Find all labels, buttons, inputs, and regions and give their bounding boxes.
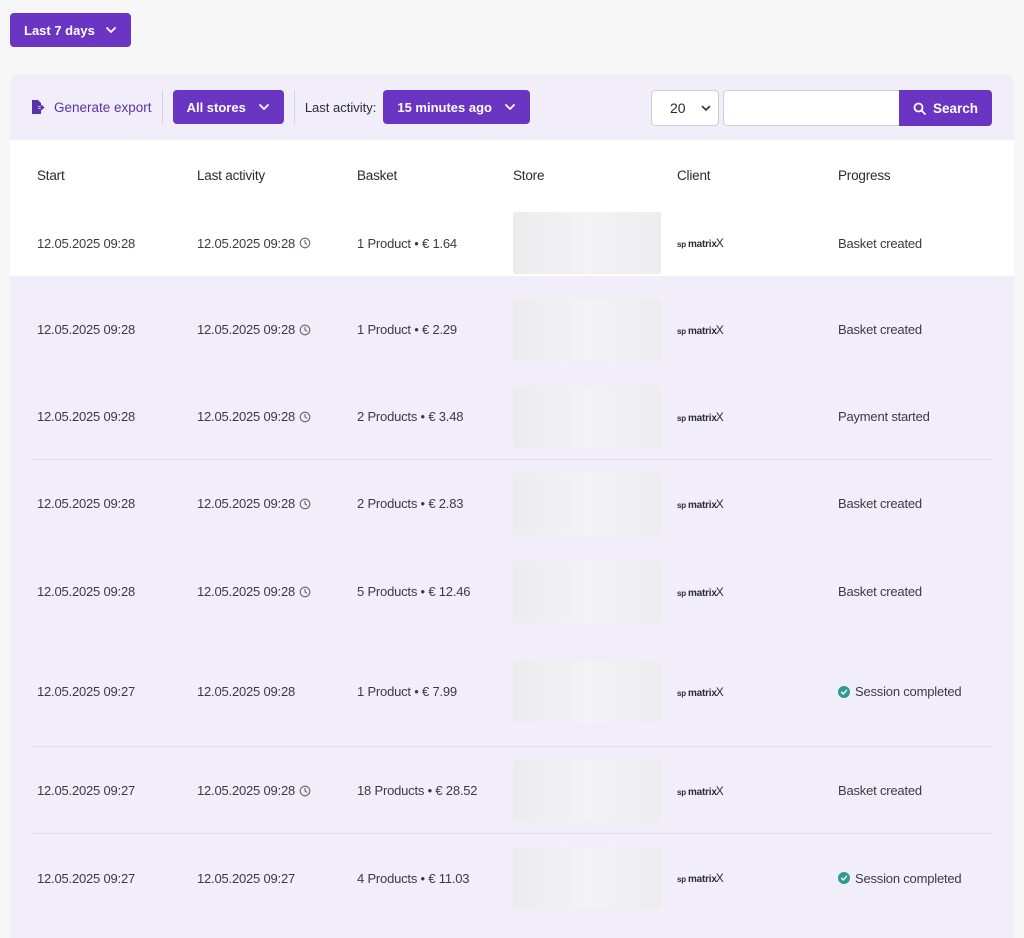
search-input[interactable]: [722, 90, 899, 126]
client-logo: sp matrix X: [677, 409, 724, 424]
client-logo: sp matrix X: [677, 684, 724, 699]
clock-icon: [299, 785, 311, 796]
generate-export-label: Generate export: [54, 99, 152, 115]
start-time: 12.05.2025 09:28: [37, 409, 136, 424]
clock-icon: [299, 411, 311, 422]
page-size-select[interactable]: 20: [650, 90, 719, 126]
table-row[interactable]: 12.05.2025 09:28 12.05.2025 09:28 5 Produc…: [10, 547, 1014, 636]
store-thumbnail: [513, 847, 661, 909]
basket-summary: 1 Product • € 2.29: [357, 322, 457, 337]
table-row[interactable]: 12.05.2025 09:27 12.05.2025 09:27 4 Produc…: [10, 834, 1014, 922]
progress-status: Basket created: [838, 322, 922, 337]
row-divider: [32, 746, 992, 747]
column-header-last-activity[interactable]: Last activity: [197, 167, 265, 183]
column-header-progress[interactable]: Progress: [838, 167, 891, 183]
client-logo: sp matrix X: [677, 496, 724, 511]
table-row[interactable]: 12.05.2025 09:27 12.05.2025 09:28 18 Produ…: [10, 747, 1014, 834]
basket-summary: 5 Products • € 12.46: [357, 584, 471, 599]
basket-summary: 1 Product • € 7.99: [357, 684, 457, 699]
table-row[interactable]: 12.05.2025 09:28 12.05.2025 09:28 2 Produc…: [10, 373, 1014, 460]
store-thumbnail: [513, 298, 661, 361]
basket-summary: 2 Products • € 3.48: [357, 409, 464, 424]
basket-summary: 1 Product • € 1.64: [357, 235, 457, 251]
progress-status: Session completed: [855, 870, 962, 886]
basket-summary: 4 Products • € 11.03: [357, 870, 470, 886]
client-logo: sp matrix X: [677, 871, 724, 885]
table-row[interactable]: 12.05.2025 09:27 12.05.2025 09:28 1 Produc…: [10, 636, 1014, 747]
row-divider: [32, 459, 992, 460]
client-logo: sp matrix X: [677, 322, 724, 337]
chevron-down-icon: [505, 104, 515, 110]
chevron-down-icon: [105, 27, 116, 33]
store-thumbnail: [513, 759, 661, 822]
clock-icon: [299, 237, 311, 249]
start-time: 12.05.2025 09:27: [37, 870, 136, 886]
start-time: 12.05.2025 09:28: [37, 496, 136, 511]
store-thumbnail: [513, 560, 661, 623]
start-time: 12.05.2025 09:27: [37, 783, 136, 798]
toolbar-divider: [293, 90, 295, 124]
table-header: Start Last activity Basket Store Client …: [10, 140, 1014, 210]
stores-dropdown-label: All stores: [186, 99, 246, 115]
chevron-down-icon: [258, 104, 269, 110]
column-header-client[interactable]: Client: [677, 167, 711, 183]
basket-summary: 18 Products • € 28.52: [357, 783, 478, 798]
search-icon: [913, 102, 926, 115]
progress-status: Basket created: [838, 235, 922, 251]
stores-dropdown-button[interactable]: All stores: [172, 90, 284, 124]
last-activity-dropdown-label: 15 minutes ago: [397, 99, 492, 115]
last-activity-time: 12.05.2025 09:28: [197, 783, 296, 798]
export-file-icon: [32, 100, 45, 114]
last-activity-time: 12.05.2025 09:28: [197, 322, 296, 337]
store-thumbnail: [513, 472, 661, 535]
chevron-down-icon: [701, 105, 711, 111]
progress-status: Payment started: [838, 409, 930, 424]
page-size-value: 20: [669, 100, 686, 116]
last-activity-time: 12.05.2025 09:28: [197, 496, 296, 511]
check-circle-icon: [838, 872, 850, 884]
check-circle-icon: [838, 685, 850, 698]
client-logo: sp matrix X: [677, 783, 724, 798]
search-button-label: Search: [932, 100, 978, 116]
search-tools: 20 Search: [650, 90, 992, 126]
store-thumbnail: [513, 212, 661, 274]
start-time: 12.05.2025 09:27: [37, 684, 136, 699]
table-row[interactable]: 12.05.2025 09:28 12.05.2025 09:28 1 Produc…: [10, 210, 1014, 276]
store-thumbnail: [513, 660, 661, 723]
column-header-basket[interactable]: Basket: [357, 167, 398, 183]
column-header-start[interactable]: Start: [37, 167, 65, 183]
progress-status: Basket created: [838, 584, 922, 599]
table-row[interactable]: 12.05.2025 09:28 12.05.2025 09:28 2 Produc…: [10, 460, 1014, 547]
generate-export-button[interactable]: Generate export: [30, 99, 152, 115]
last-activity-time: 12.05.2025 09:28: [197, 684, 296, 699]
last-activity-dropdown-button[interactable]: 15 minutes ago: [383, 90, 530, 124]
sessions-panel: Generate export All stores Last activity…: [10, 74, 1014, 938]
last-activity-time: 12.05.2025 09:27: [197, 870, 296, 886]
toolbar: Generate export All stores Last activity…: [10, 74, 1014, 140]
last-activity-time: 12.05.2025 09:28: [197, 235, 296, 251]
column-header-store[interactable]: Store: [513, 167, 545, 183]
clock-icon: [299, 586, 311, 597]
start-time: 12.05.2025 09:28: [37, 584, 136, 599]
last-activity-label: Last activity:: [304, 99, 377, 115]
period-dropdown-label: Last 7 days: [24, 22, 95, 38]
table-row[interactable]: 12.05.2025 09:28 12.05.2025 09:28 1 Produc…: [10, 286, 1014, 373]
store-thumbnail: [513, 385, 661, 448]
search-button[interactable]: Search: [898, 90, 992, 126]
progress-status: Basket created: [838, 496, 922, 511]
clock-icon: [299, 324, 311, 335]
basket-summary: 2 Products • € 2.83: [357, 496, 464, 511]
last-activity-time: 12.05.2025 09:28: [197, 584, 296, 599]
start-time: 12.05.2025 09:28: [37, 235, 136, 251]
period-dropdown-button[interactable]: Last 7 days: [10, 13, 131, 47]
toolbar-divider: [161, 90, 163, 124]
progress-status: Basket created: [838, 783, 922, 798]
start-time: 12.05.2025 09:28: [37, 322, 136, 337]
row-divider: [32, 833, 992, 834]
client-logo: sp matrix X: [677, 236, 724, 250]
clock-icon: [299, 498, 311, 509]
last-activity-time: 12.05.2025 09:28: [197, 409, 296, 424]
client-logo: sp matrix X: [677, 584, 724, 599]
progress-status: Session completed: [855, 684, 962, 699]
